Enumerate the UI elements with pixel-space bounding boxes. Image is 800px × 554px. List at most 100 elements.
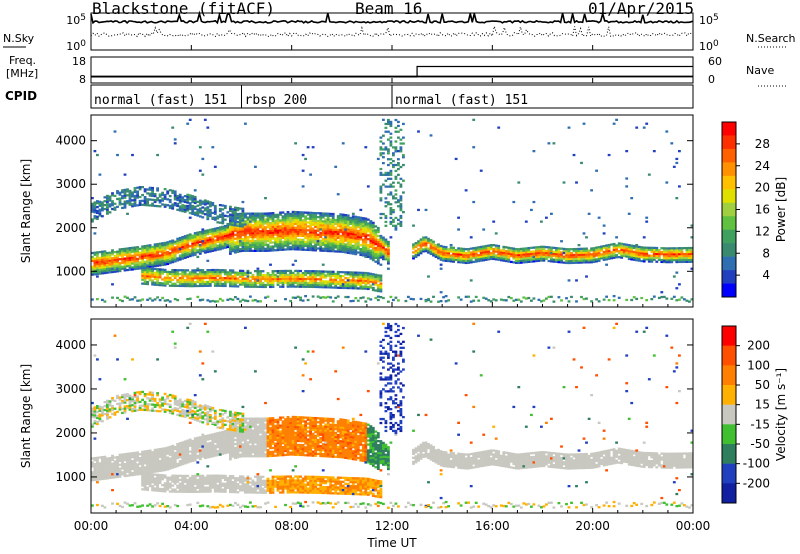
- power-cell: [266, 232, 270, 235]
- power-cell: [514, 251, 518, 255]
- power-cell: [289, 238, 293, 241]
- power-cell: [627, 249, 631, 253]
- velocity-cell: [128, 452, 132, 455]
- power-cell: [168, 272, 172, 276]
- power-cell: [276, 279, 280, 283]
- velocity-cell: [111, 464, 114, 467]
- velocity-cell: [98, 470, 102, 473]
- power-cell: [113, 194, 117, 198]
- power-cell: [662, 259, 666, 262]
- power-cell: [319, 274, 323, 277]
- power-cell: [625, 185, 629, 188]
- power-cell: [567, 256, 571, 259]
- velocity-heatmap-layer: [91, 322, 694, 509]
- power-cell: [163, 261, 167, 264]
- power-cell: [346, 249, 350, 252]
- power-cell: [279, 235, 282, 238]
- power-cell: [319, 278, 323, 281]
- power-cell: [229, 227, 232, 230]
- velocity-cell: [171, 488, 175, 491]
- power-cell: [344, 214, 348, 217]
- power-cell: [254, 214, 257, 217]
- power-cell: [379, 146, 383, 149]
- power-cell: [324, 234, 328, 237]
- power-cell: [286, 220, 290, 224]
- power-cell: [394, 177, 398, 180]
- power-cell: [519, 259, 523, 262]
- power-cell: [304, 227, 308, 230]
- power-cell: [96, 257, 99, 260]
- power-cell: [146, 258, 150, 261]
- power-cell: [645, 216, 649, 219]
- power-cell: [334, 242, 338, 245]
- power-cell: [198, 284, 202, 288]
- power-cell: [557, 247, 561, 250]
- velocity-cell: [173, 476, 177, 479]
- power-cell: [464, 257, 468, 261]
- power-cell: [324, 212, 328, 215]
- power-cell: [344, 229, 348, 232]
- velocity-cell: [121, 467, 124, 470]
- power-cell: [577, 253, 581, 256]
- power-cell: [226, 281, 230, 284]
- power-cell: [399, 207, 403, 210]
- power-cell: [346, 230, 350, 233]
- power-cell: [241, 219, 245, 222]
- power-cell: [540, 251, 543, 254]
- velocity-cell: [148, 473, 152, 476]
- power-cell: [387, 158, 390, 161]
- power-cell: [311, 213, 315, 217]
- power-cell: [193, 281, 197, 284]
- power-cell: [188, 194, 192, 197]
- power-cell: [321, 274, 325, 277]
- power-cell: [369, 278, 373, 281]
- power-cell: [376, 254, 380, 257]
- velocity-cell: [143, 474, 147, 477]
- power-cell: [304, 235, 308, 238]
- power-cell: [281, 236, 285, 240]
- power-cell: [359, 271, 363, 274]
- power-cell: [379, 286, 383, 289]
- power-cell: [349, 234, 353, 237]
- power-cell: [269, 241, 272, 244]
- power-cell: [344, 282, 348, 286]
- power-cell: [98, 200, 102, 203]
- power-cell: [156, 275, 160, 279]
- power-cell: [339, 274, 343, 278]
- power-cell: [407, 295, 410, 299]
- power-cell: [118, 193, 122, 196]
- power-cell: [361, 250, 365, 253]
- power-cell: [173, 192, 177, 195]
- power-cell: [542, 253, 546, 256]
- power-cell: [346, 273, 350, 276]
- power-cell: [304, 236, 308, 240]
- power-cell: [133, 256, 137, 259]
- power-cell: [128, 197, 132, 200]
- velocity-cell: [91, 504, 94, 507]
- power-cell: [261, 226, 265, 229]
- power-cell: [417, 208, 420, 212]
- power-cell: [93, 271, 97, 274]
- power-cell: [369, 245, 373, 248]
- power-cell: [341, 241, 345, 244]
- velocity-cell: [141, 408, 145, 411]
- power-cell: [266, 276, 270, 279]
- power-cell: [359, 208, 363, 212]
- power-cell: [602, 224, 606, 227]
- velocity-cell: [171, 460, 175, 463]
- power-cell: [449, 244, 453, 247]
- power-cell: [667, 247, 671, 250]
- velocity-cell: [116, 358, 119, 361]
- velocity-cell: [141, 458, 145, 461]
- velocity-cell: [163, 484, 167, 487]
- power-cell: [269, 281, 272, 285]
- velocity-cell: [151, 467, 155, 470]
- power-cell: [213, 243, 217, 246]
- power-cell: [339, 248, 343, 251]
- power-cell: [439, 258, 443, 261]
- power-cell: [657, 249, 661, 252]
- power-cell: [524, 257, 528, 260]
- power-cell: [354, 251, 358, 254]
- power-cell: [259, 214, 262, 217]
- power-cell: [279, 271, 282, 275]
